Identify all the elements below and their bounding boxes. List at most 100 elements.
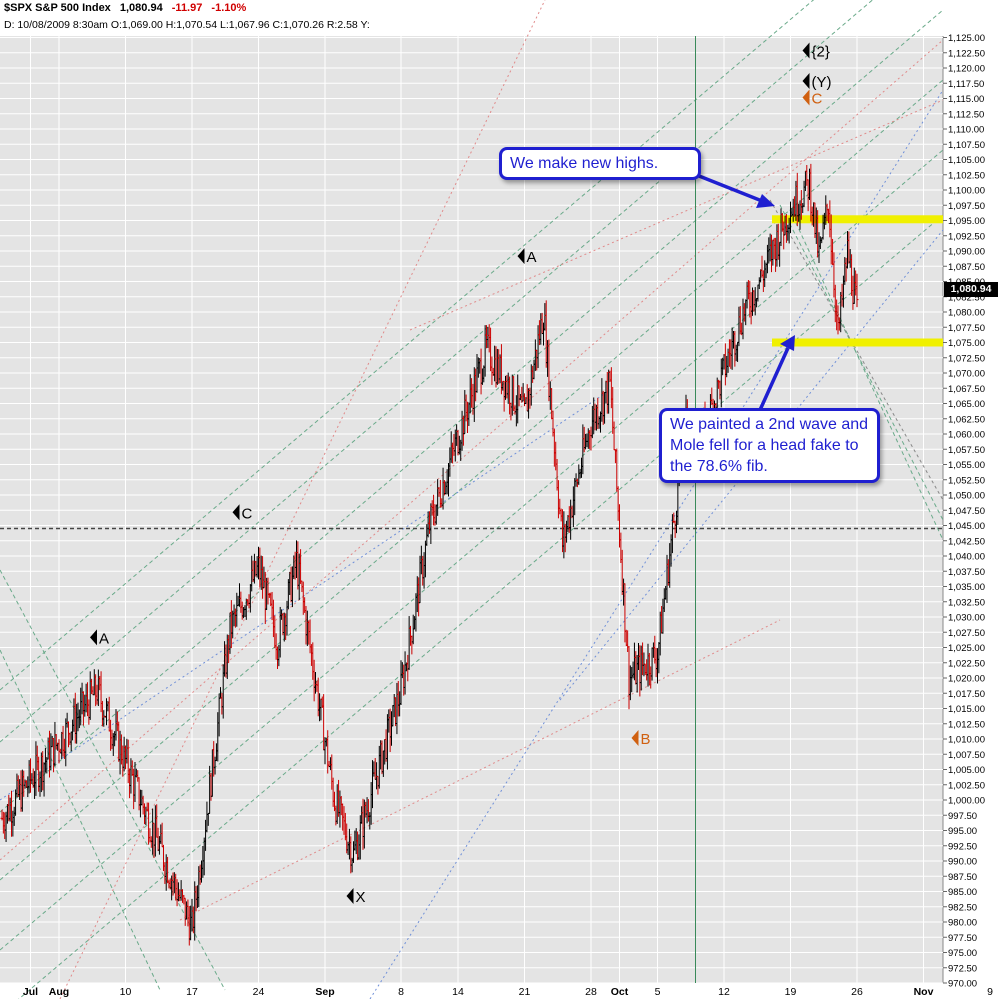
trend-line [59, 0, 546, 999]
horizontal-lines [0, 215, 943, 530]
trend-line [559, 229, 944, 701]
ohlc-info-line: D: 10/08/2009 8:30am O:1,069.00 H:1,070.… [4, 19, 370, 31]
wave-label: X [356, 889, 366, 906]
y-tick-label: 1,107.50 [948, 140, 985, 151]
y-tick-label: 982.50 [948, 902, 977, 913]
x-tick-label: 5 [655, 986, 661, 998]
y-tick-label: 995.00 [948, 826, 977, 837]
x-tick-label: 21 [519, 986, 531, 998]
y-tick-label: 1,040.00 [948, 552, 985, 563]
trend-line [779, 204, 944, 521]
y-tick-label: 1,110.00 [948, 125, 984, 136]
highlight-level [772, 215, 943, 224]
symbol-title: $SPX S&P 500 Index [4, 2, 111, 14]
x-tick-label: Oct [611, 986, 629, 998]
callout-arrowhead-1 [756, 194, 775, 208]
y-tick-label: 1,082.50 [948, 292, 985, 303]
y-tick-label: 1,037.50 [948, 567, 985, 578]
wave-label-pointer [517, 248, 525, 265]
trend-line [0, 0, 874, 743]
y-tick-label: 1,080.00 [948, 308, 985, 319]
y-tick-label: 970.00 [948, 979, 977, 990]
x-tick-label: Aug [49, 986, 69, 998]
wave-label: C [242, 505, 253, 522]
wave-label: B [641, 731, 651, 748]
wave-label: {2} [812, 44, 830, 61]
y-tick-label: 1,105.00 [948, 155, 985, 166]
y-tick-label: 1,005.00 [948, 765, 985, 776]
y-tick-label: 987.50 [948, 872, 977, 883]
y-tick-label: 1,017.50 [948, 689, 985, 700]
wave-label-pointer [346, 887, 354, 904]
trend-line [0, 569, 226, 991]
wave-labels: ABCXABC(Y){2} [90, 42, 832, 906]
x-tick-label: 28 [585, 986, 597, 998]
y-tick-label: 1,102.50 [948, 170, 985, 181]
y-tick-label: 1,120.00 [948, 64, 985, 75]
plot-background [0, 36, 943, 983]
y-tick-label: 1,047.50 [948, 506, 985, 517]
y-tick-label: 1,097.50 [948, 201, 985, 212]
wave-label: A [527, 249, 537, 266]
price-change: -11.97 [171, 2, 203, 14]
last-price-marker: 1,080.94 [944, 282, 998, 297]
wave-label: (Y) [812, 74, 832, 91]
y-tick-label: 1,032.50 [948, 597, 985, 608]
y-tick-label: 997.50 [948, 811, 977, 822]
callout-new-highs: We make new highs. [499, 147, 701, 180]
y-tick-label: 1,012.50 [948, 719, 985, 730]
y-tick-label: 1,075.00 [948, 338, 985, 349]
y-tick-label: 1,067.50 [948, 384, 985, 395]
x-tick-label: 14 [452, 986, 464, 998]
trend-line [0, 9, 944, 813]
wave-label-pointer [90, 629, 97, 646]
wave-label-pointer [802, 89, 810, 106]
y-tick-label: 1,077.50 [948, 323, 985, 334]
x-tick-label: 10 [120, 986, 132, 998]
y-tick-label: 1,025.00 [948, 643, 985, 654]
x-axis-panel [0, 983, 1001, 999]
y-tick-label: 1,095.00 [948, 216, 985, 227]
y-tick-label: 1,010.00 [948, 735, 985, 746]
y-tick-label: 1,000.00 [948, 796, 985, 807]
y-tick-label: 1,042.50 [948, 536, 985, 547]
y-tick-label: 1,090.00 [948, 247, 985, 258]
y-tick-label: 1,002.50 [948, 780, 985, 791]
trend-line [179, 619, 781, 921]
y-tick-label: 1,100.00 [948, 186, 985, 197]
trend-line [0, 0, 815, 691]
y-tick-label: 977.50 [948, 933, 977, 944]
gridlines [0, 36, 991, 984]
highlight-level [772, 338, 943, 347]
y-tick-label: 1,065.00 [948, 399, 985, 410]
y-tick-label: 1,057.50 [948, 445, 985, 456]
x-tick-label: Jul [23, 986, 38, 998]
price-bars [0, 163, 859, 946]
callout-arrowhead-2 [780, 335, 795, 351]
y-tick-label: 1,060.00 [948, 430, 985, 441]
y-tick-label: 1,125.00 [948, 33, 985, 44]
trend-line [0, 79, 944, 881]
wave-label-pointer [631, 730, 639, 746]
y-tick-label: 992.50 [948, 841, 977, 852]
y-tick-label: 1,030.00 [948, 613, 985, 624]
y-tick-label: 985.00 [948, 887, 977, 898]
y-tick-label: 1,062.50 [948, 414, 985, 425]
x-tick-label: Sep [315, 986, 334, 998]
x-tick-label: 26 [851, 986, 863, 998]
y-tick-label: 975.00 [948, 948, 977, 959]
chart-header: $SPX S&P 500 Index 1,080.94 -11.97 -1.10… [4, 2, 246, 14]
y-tick-label: 1,072.50 [948, 353, 985, 364]
price-change-percent: -1.10% [211, 2, 247, 14]
x-tick-label: 17 [186, 986, 198, 998]
trend-line [769, 199, 944, 501]
trend-line [789, 209, 944, 541]
wave-label: C [812, 91, 823, 108]
callout-arrow-2 [758, 347, 790, 411]
x-tick-label: 12 [718, 986, 730, 998]
y-tick-label: 1,045.00 [948, 521, 985, 532]
y-tick-label: 1,087.50 [948, 262, 985, 273]
y-tick-label: 1,115.00 [948, 94, 984, 105]
trend-line [409, 99, 944, 331]
